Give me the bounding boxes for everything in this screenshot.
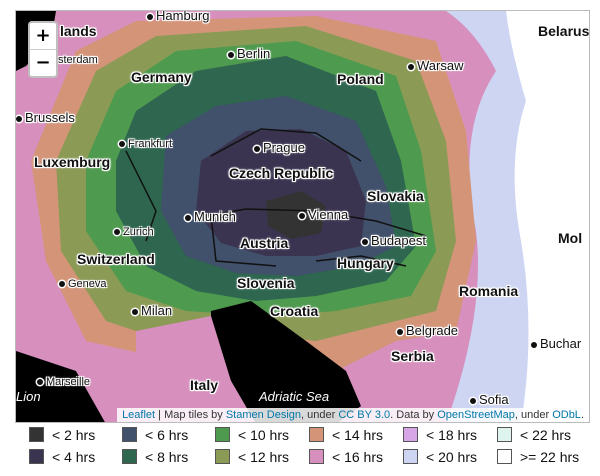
- legend-swatch: [29, 449, 44, 464]
- city-dot-icon: [362, 238, 368, 245]
- stamen-design-link[interactable]: Stamen Design: [225, 409, 302, 421]
- country-label-germany: Germany: [131, 69, 192, 85]
- city-label-sofia: Sofia: [470, 392, 509, 407]
- city-dot-icon: [470, 397, 476, 404]
- sea-label-adriatic: Adriatic Sea: [259, 389, 330, 404]
- legend-item: < 8 hrs: [122, 449, 188, 465]
- city-label-marseille: Marseille: [37, 376, 90, 388]
- country-label-croatia: Croatia: [270, 303, 319, 319]
- legend-swatch: [403, 427, 418, 442]
- legend-swatch: [215, 449, 230, 464]
- legend-item: < 10 hrs: [215, 427, 289, 443]
- band-2: [266, 191, 326, 239]
- city-label-bucharest: Buchar: [531, 336, 581, 351]
- city-dot-icon: [16, 115, 22, 122]
- city-label-zurich: Zurich: [114, 226, 154, 238]
- city-dot-icon: [37, 379, 43, 386]
- country-label-romania: Romania: [459, 283, 519, 299]
- legend-item: < 16 hrs: [309, 449, 383, 465]
- zoom-control: + −: [28, 21, 58, 78]
- legend-item: < 14 hrs: [309, 427, 383, 443]
- legend-item: < 12 hrs: [215, 449, 289, 465]
- city-label-amsterdam: sterdam: [58, 54, 98, 66]
- city-label-prague: Prague: [254, 140, 305, 155]
- legend-item: < 4 hrs: [29, 449, 95, 465]
- odbl-link[interactable]: ODbL: [552, 409, 581, 421]
- map-attribution: Leaflet | Map tiles by Stamen Design, un…: [117, 408, 589, 422]
- band-4: [196, 129, 366, 256]
- country-label-czech-republic: Czech Republic: [229, 165, 334, 181]
- city-label-hamburg: Hamburg: [147, 11, 209, 23]
- legend-swatch: [403, 449, 418, 464]
- legend-item: < 6 hrs: [122, 427, 188, 443]
- country-label-switzerland: Switzerland: [77, 251, 155, 267]
- cc-by-link[interactable]: CC BY 3.0: [338, 409, 391, 421]
- city-label-budapest: Budapest: [362, 233, 426, 248]
- country-label-moldova: Mol: [558, 230, 583, 246]
- city-dot-icon: [59, 281, 65, 288]
- country-label-slovakia: Slovakia: [367, 188, 424, 204]
- city-dot-icon: [147, 13, 153, 20]
- city-label-geneva: Geneva: [59, 278, 107, 290]
- legend-swatch: [215, 427, 230, 442]
- map[interactable]: + − lands Germany Poland Belarus Luxembu…: [15, 10, 590, 423]
- city-label-munich: Munich: [185, 209, 236, 224]
- zoom-in-button[interactable]: +: [30, 23, 56, 50]
- city-dot-icon: [132, 308, 138, 315]
- mediterranean: [16, 351, 105, 422]
- legend-swatch: [497, 427, 512, 442]
- zoom-out-button[interactable]: −: [35, 52, 51, 73]
- city-label-berlin: Berlin: [228, 46, 270, 61]
- city-dot-icon: [531, 341, 537, 348]
- country-label-austria: Austria: [240, 235, 289, 251]
- legend-swatch: [309, 427, 324, 442]
- legend-item: < 18 hrs: [403, 427, 477, 443]
- city-label-milan: Milan: [132, 303, 172, 318]
- italy-land: [136, 316, 255, 422]
- city-dot-icon: [114, 229, 120, 236]
- legend-swatch: [309, 449, 324, 464]
- country-label-luxemburg: Luxemburg: [34, 154, 111, 170]
- legend-item: < 22 hrs: [497, 427, 571, 443]
- city-label-lion: Lion: [16, 389, 41, 404]
- city-label-vienna: Vienna: [299, 207, 348, 222]
- city-dot-icon: [228, 51, 234, 58]
- city-label-frankfurt: Frankfurt: [119, 138, 172, 150]
- city-label-brussels: Brussels: [16, 110, 75, 125]
- legend-item: < 2 hrs: [29, 427, 95, 443]
- city-dot-icon: [185, 214, 191, 221]
- legend-swatch: [29, 427, 44, 442]
- country-label-netherlands: lands: [60, 23, 97, 39]
- country-label-hungary: Hungary: [337, 255, 394, 271]
- osm-link[interactable]: OpenStreetMap: [437, 409, 515, 421]
- country-label-slovenia: Slovenia: [237, 275, 295, 291]
- country-label-serbia: Serbia: [391, 348, 434, 364]
- country-label-belarus: Belarus: [538, 23, 590, 39]
- borders: [125, 128, 427, 267]
- legend-swatch: [122, 449, 137, 464]
- city-dot-icon: [119, 141, 125, 148]
- leaflet-link[interactable]: Leaflet: [122, 409, 156, 421]
- city-dot-icon: [254, 145, 260, 152]
- isochrone-layer: [16, 11, 589, 422]
- city-label-belgrade: Belgrade: [397, 323, 458, 338]
- country-label-poland: Poland: [337, 71, 384, 87]
- legend-item: < 20 hrs: [403, 449, 477, 465]
- city-label-warsaw: Warsaw: [408, 58, 463, 73]
- legend-swatch: [497, 449, 512, 464]
- city-dot-icon: [397, 328, 403, 335]
- legend-item: >= 22 hrs: [497, 449, 579, 465]
- adriatic-sea: [211, 301, 361, 422]
- city-dot-icon: [408, 63, 414, 70]
- travel-time-legend: < 2 hrs < 4 hrs < 6 hrs < 8 hrs < 10 hrs…: [15, 425, 590, 473]
- city-dot-icon: [299, 212, 305, 219]
- country-label-italy: Italy: [190, 377, 219, 393]
- band-22-east: [506, 11, 589, 422]
- legend-swatch: [122, 427, 137, 442]
